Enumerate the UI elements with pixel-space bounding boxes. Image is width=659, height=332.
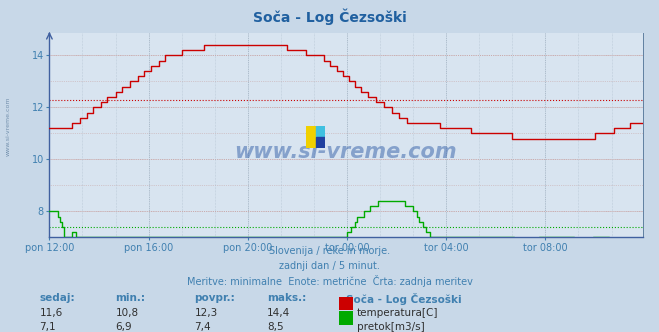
Text: 7,4: 7,4 xyxy=(194,322,211,332)
Text: min.:: min.: xyxy=(115,293,146,303)
Text: maks.:: maks.: xyxy=(267,293,306,303)
Text: Soča - Log Čezsoški: Soča - Log Čezsoški xyxy=(346,293,461,305)
Text: povpr.:: povpr.: xyxy=(194,293,235,303)
Text: 7,1: 7,1 xyxy=(40,322,56,332)
Text: pretok[m3/s]: pretok[m3/s] xyxy=(357,322,425,332)
Text: 11,6: 11,6 xyxy=(40,308,63,318)
Bar xyxy=(316,137,325,148)
Text: Slovenija / reke in morje.: Slovenija / reke in morje. xyxy=(269,246,390,256)
Text: temperatura[C]: temperatura[C] xyxy=(357,308,439,318)
Bar xyxy=(316,126,325,137)
Text: 14,4: 14,4 xyxy=(267,308,290,318)
Text: Meritve: minimalne  Enote: metrične  Črta: zadnja meritev: Meritve: minimalne Enote: metrične Črta:… xyxy=(186,275,473,287)
Text: www.si-vreme.com: www.si-vreme.com xyxy=(235,142,457,162)
Text: 12,3: 12,3 xyxy=(194,308,217,318)
Text: 6,9: 6,9 xyxy=(115,322,132,332)
Text: www.si-vreme.com: www.si-vreme.com xyxy=(5,96,11,156)
Text: sedaj:: sedaj: xyxy=(40,293,75,303)
Bar xyxy=(306,126,316,148)
Text: 10,8: 10,8 xyxy=(115,308,138,318)
Text: 8,5: 8,5 xyxy=(267,322,283,332)
Text: zadnji dan / 5 minut.: zadnji dan / 5 minut. xyxy=(279,261,380,271)
Text: Soča - Log Čezsoški: Soča - Log Čezsoški xyxy=(252,8,407,25)
